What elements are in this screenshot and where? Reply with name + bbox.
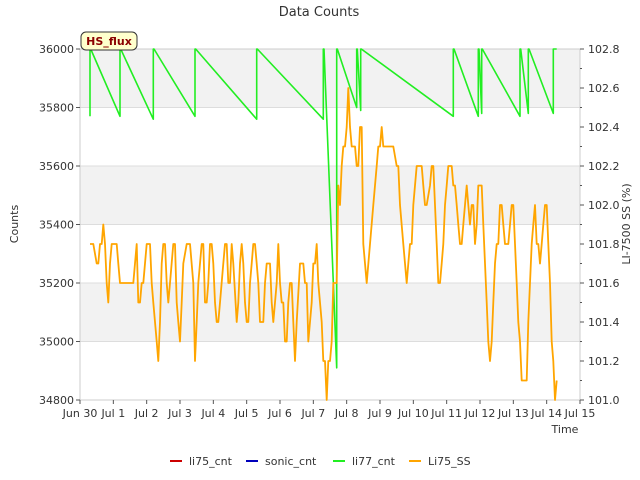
y-tick-label: 35000 <box>39 336 74 349</box>
y-axis-ticks: 34800 35000 35200 35400 35600 35800 36000 <box>39 43 80 407</box>
y-tick-label: 35600 <box>39 160 74 173</box>
y2-tick-label: 102.4 <box>588 121 620 134</box>
y2-axis-label: LI-7500 SS (%) <box>620 183 633 264</box>
chart-title: Data Counts <box>279 5 360 20</box>
hs-flux-badge: HS_flux <box>80 31 138 51</box>
background-band <box>80 224 580 283</box>
background-band <box>80 341 580 400</box>
legend-label: Li75_SS <box>428 455 471 468</box>
legend-label: sonic_cnt <box>265 455 317 468</box>
x-tick-label: Jul 10 <box>397 407 429 420</box>
background-band <box>80 283 580 342</box>
legend-item-li75-cnt: li75_cnt <box>170 455 233 468</box>
x-tick-label: Jul 3 <box>167 407 192 420</box>
y2-tick-label: 102.2 <box>588 160 620 173</box>
y-tick-label: 36000 <box>39 43 74 56</box>
y2-tick-label: 101.0 <box>588 394 620 407</box>
y2-tick-label: 102.0 <box>588 199 620 212</box>
legend-item-sonic-cnt: sonic_cnt <box>246 455 317 468</box>
x-tick-label: Jul 14 <box>530 407 562 420</box>
series-line-li75-ss <box>90 87 558 401</box>
x-tick-label: Jul 5 <box>234 407 259 420</box>
y2-tick-label: 102.6 <box>588 82 620 95</box>
legend-label: li77_cnt <box>352 455 396 468</box>
x-tick-label: Jun 30 <box>62 407 98 420</box>
x-tick-label: Jul 15 <box>564 407 596 420</box>
x-tick-label: Jul 8 <box>334 407 359 420</box>
y2-tick-label: 101.6 <box>588 277 620 290</box>
background-band <box>80 107 580 166</box>
x-axis-ticks: Jun 30 Jul 1 Jul 2 Jul 3 Jul 4 Jul 5 Jul 6 Jul … <box>62 400 596 420</box>
x-tick-label: Jul 4 <box>200 407 225 420</box>
y2-tick-label: 101.4 <box>588 316 620 329</box>
legend: li75_cnt sonic_cnt li77_cnt Li75_SS <box>170 455 471 468</box>
y2-tick-label: 102.8 <box>588 43 620 56</box>
background-bands <box>80 49 580 400</box>
x-tick-label: Jul 6 <box>267 407 292 420</box>
series-layer <box>89 48 558 401</box>
y2-tick-label: 101.2 <box>588 355 620 368</box>
legend-item-li77-cnt: li77_cnt <box>333 455 396 468</box>
y-tick-label: 35200 <box>39 277 74 290</box>
x-tick-label: Jul 7 <box>300 407 325 420</box>
legend-item-li75-ss: Li75_SS <box>409 455 471 468</box>
x-tick-label: Jul 13 <box>497 407 529 420</box>
y-tick-label: 34800 <box>39 394 74 407</box>
badge-label: HS_flux <box>86 35 132 48</box>
y-tick-label: 35400 <box>39 219 74 232</box>
y2-axis-ticks: 101.0 101.2 101.4 101.6 101.8 102.0 102.2 102.4… <box>580 43 620 407</box>
series-line-li77-cnt <box>89 48 557 369</box>
y2-tick-label: 101.8 <box>588 238 620 251</box>
y-axis-label: Counts <box>8 205 21 244</box>
x-axis-label: Time <box>551 423 579 436</box>
x-tick-label: Jul 9 <box>367 407 392 420</box>
y-tick-label: 35800 <box>39 102 74 115</box>
x-tick-label: Jul 2 <box>134 407 159 420</box>
background-band <box>80 49 580 108</box>
x-tick-label: Jul 1 <box>100 407 125 420</box>
x-tick-label: Jul 11 <box>430 407 462 420</box>
legend-label: li75_cnt <box>189 455 233 468</box>
x-tick-label: Jul 12 <box>464 407 496 420</box>
